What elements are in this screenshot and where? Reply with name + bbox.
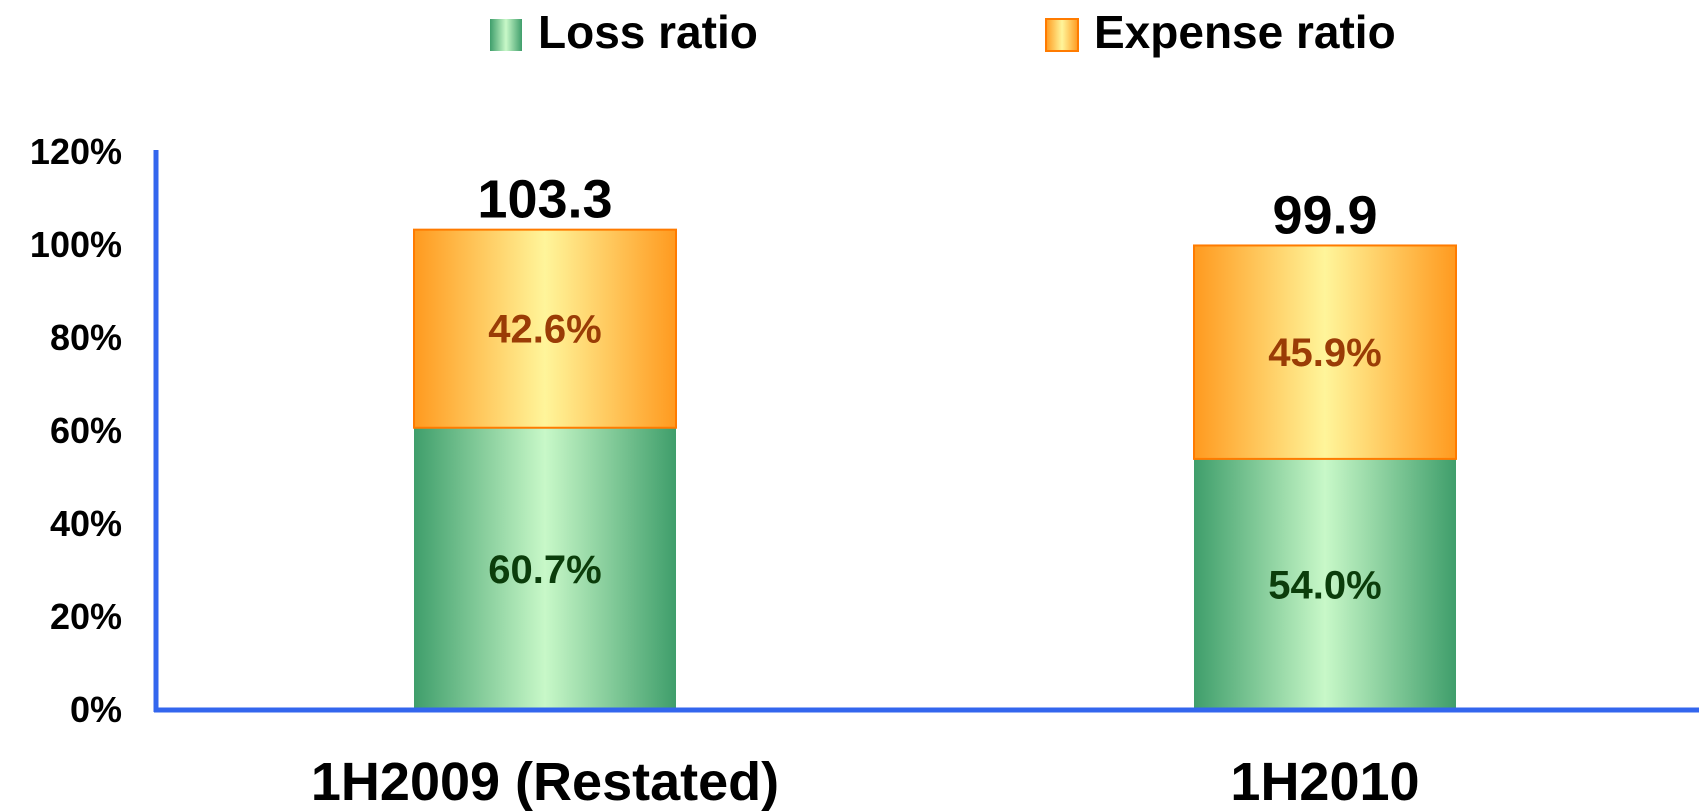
y-tick-label: 0% [70,689,122,730]
total-labels: 103.3 99.9 [477,170,1377,246]
bar-segment-expense-ratio [413,228,677,429]
legend-swatch-loss-ratio [490,19,522,51]
y-tick-label: 60% [50,410,122,451]
total-label: 103.3 [477,170,612,230]
y-tick-label: 80% [50,317,122,358]
data-label-expense-ratio: 42.6% [488,308,601,352]
y-tick-label: 40% [50,503,122,544]
bars [413,228,1457,710]
bar-segment-expense-ratio [1193,244,1457,460]
category-label: 1H2009 (Restated) [311,752,779,811]
data-label-loss-ratio: 60.7% [488,548,601,592]
y-tick-label: 100% [30,224,122,265]
bar-segment-loss-ratio [1194,458,1456,710]
y-tick-label: 120% [30,131,122,172]
bar-segment-loss-ratio [414,427,676,710]
segment-labels: 60.7% 42.6% 54.0% 45.9% [488,308,1381,608]
y-axis-ticks: 0% 20% 40% 60% 80% 100% 120% [30,131,122,730]
category-label: 1H2010 [1230,752,1419,811]
axes [153,150,1699,713]
legend-label-loss-ratio: Loss ratio [538,6,758,58]
legend-swatch-expense-ratio [1045,18,1079,52]
data-label-loss-ratio: 54.0% [1268,563,1381,607]
category-labels: 1H2009 (Restated) 1H2010 [311,752,1420,811]
y-tick-label: 20% [50,596,122,637]
legend-label-expense-ratio: Expense ratio [1094,6,1396,58]
total-label: 99.9 [1272,185,1377,245]
data-label-expense-ratio: 45.9% [1268,331,1381,375]
chart-legend: Loss ratio Expense ratio [490,6,1396,58]
